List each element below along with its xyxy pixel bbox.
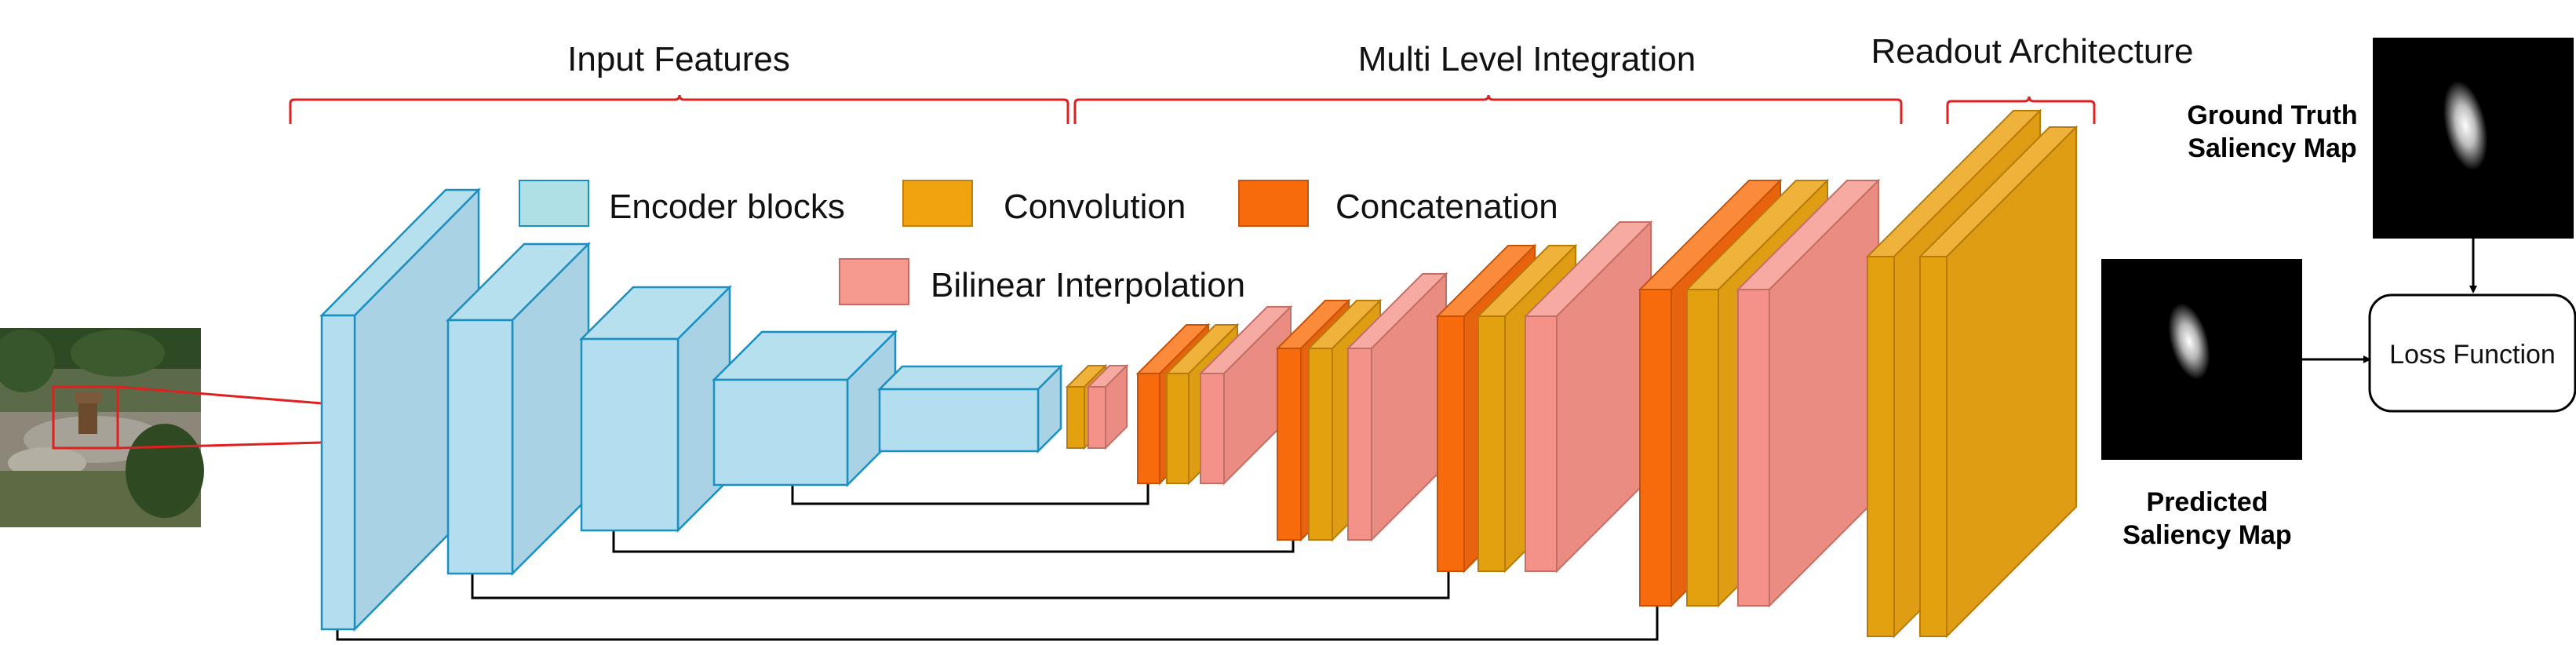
crop-projection-bottom — [117, 441, 322, 450]
skip-line-4 — [336, 606, 1659, 641]
input-image — [0, 328, 204, 527]
legend-encoder-label: Encoder blocks — [609, 188, 845, 226]
encoder-block-5 — [876, 363, 1064, 454]
bilinear-layer-8 — [1346, 271, 1448, 542]
multi-level-bracket — [1073, 94, 1903, 124]
ground-truth-map — [2373, 38, 2574, 239]
skip-line-2 — [612, 530, 1295, 553]
bilinear-layer-5 — [1198, 304, 1293, 486]
readout-heading: Readout Architecture — [1871, 32, 2194, 71]
readout-bracket — [1946, 96, 2096, 124]
loss-function-label: Loss Function — [2389, 340, 2556, 370]
predicted-map — [2101, 259, 2302, 460]
legend-bilinear-swatch — [839, 258, 909, 305]
bilinear-layer-14 — [1736, 178, 1881, 608]
integration-layers — [1065, 108, 2079, 639]
legend-bilinear-label: Bilinear Interpolation — [931, 266, 1245, 304]
ground-truth-label-line1: Ground Truth — [2187, 100, 2357, 130]
legend-encoder-swatch — [519, 180, 589, 227]
legend-concatenation-swatch — [1238, 180, 1309, 227]
bilinear-layer-11 — [1523, 220, 1653, 574]
input-features-heading: Input Features — [567, 40, 790, 78]
legend-convolution-label: Convolution — [1004, 188, 1186, 226]
ground-truth-label-line2: Saliency Map — [2188, 133, 2356, 163]
loss-function-box — [2368, 293, 2576, 413]
skip-connections — [336, 455, 1659, 641]
predicted-label-line2: Saliency Map — [2122, 520, 2291, 550]
input-crop-box — [52, 385, 119, 450]
encoder-block-2 — [445, 241, 592, 577]
convolution-layer-16 — [1918, 125, 2079, 639]
bilinear-layer-2 — [1086, 363, 1129, 450]
crop-projection-top — [117, 385, 322, 405]
encoder-block-3 — [578, 284, 733, 534]
predicted-label-line1: Predicted — [2147, 487, 2268, 517]
legend-concatenation-label: Concatenation — [1335, 188, 1558, 226]
input-features-bracket — [289, 94, 1069, 124]
encoder-block-4 — [711, 329, 898, 488]
multi-level-heading: Multi Level Integration — [1358, 40, 1696, 78]
skip-line-3 — [471, 571, 1450, 599]
legend-convolution-swatch — [902, 180, 973, 227]
